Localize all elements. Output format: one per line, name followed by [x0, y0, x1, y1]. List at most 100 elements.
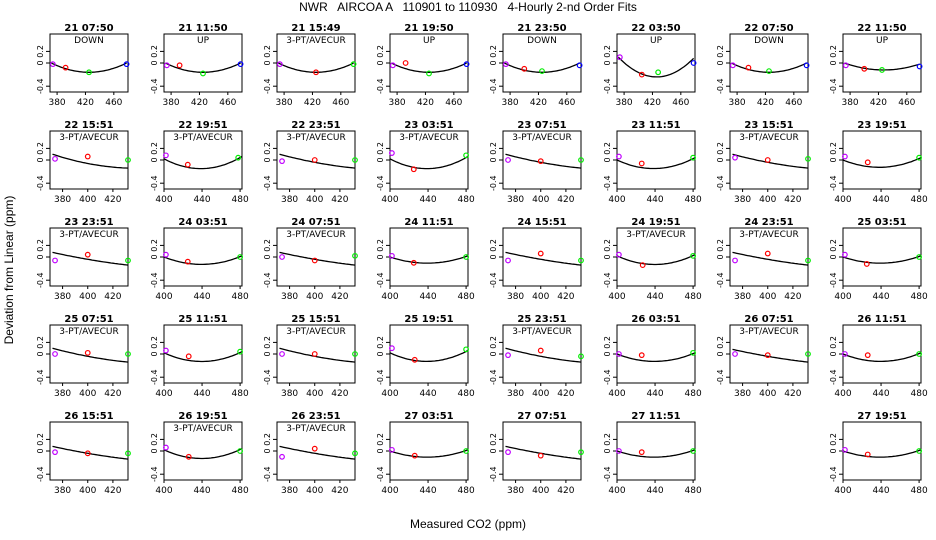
- panel-frame: [163, 227, 243, 287]
- data-point: [62, 64, 69, 71]
- panel-subtitle: 3-PT/AVECUR: [59, 230, 118, 240]
- x-tick-label: 400: [79, 195, 96, 205]
- data-point: [389, 62, 396, 69]
- panel-subtitle: 3-PT/AVECUR: [739, 327, 798, 337]
- panel-frame: [389, 324, 469, 384]
- x-tick-label: 380: [388, 98, 405, 108]
- fit-curve: [278, 62, 354, 73]
- x-tick-label: 440: [193, 292, 210, 302]
- data-point: [426, 70, 432, 77]
- panel-title: 21 23:50: [517, 23, 566, 34]
- chart-panel: 21 07:50 DOWN -0.4 0 0.2 380 420 460: [36, 23, 130, 108]
- y-tick-label: -0.4: [716, 175, 725, 191]
- fit-curve: [165, 62, 241, 73]
- fit-curve: [391, 62, 467, 73]
- y-tick-label: 0: [376, 448, 385, 453]
- data-point: [411, 356, 418, 363]
- data-point: [352, 157, 358, 163]
- y-tick-label: 0.2: [376, 336, 385, 349]
- panel-subtitle: DOWN: [754, 36, 784, 46]
- x-tick-label: 400: [759, 389, 776, 399]
- data-point: [410, 259, 417, 266]
- x-tick-label: 400: [532, 195, 549, 205]
- panel-title: 26 19:51: [178, 411, 227, 422]
- x-tick-label: 480: [685, 292, 702, 302]
- chart-panel: 22 03:50 UP -0.4 0 0.2 380 420 460: [603, 23, 697, 108]
- x-tick-label: 440: [193, 389, 210, 399]
- data-point: [729, 62, 736, 69]
- x-tick-label: 380: [54, 486, 71, 496]
- y-tick-label: 0: [36, 351, 45, 356]
- data-point: [863, 261, 870, 267]
- x-axis-label: Measured CO2 (ppm): [409, 517, 527, 531]
- data-point: [123, 61, 130, 68]
- y-tick-label: 0: [376, 254, 385, 259]
- data-point: [463, 61, 470, 68]
- panel-title: 22 23:51: [291, 120, 340, 131]
- x-tick-label: 400: [306, 389, 323, 399]
- x-tick-label: 380: [734, 389, 751, 399]
- fit-curve: [279, 251, 356, 266]
- x-tick-label: 420: [191, 98, 208, 108]
- fit-curve: [279, 153, 356, 169]
- chart-panel: 22 07:50 DOWN -0.4 0 0.2 380 420 460: [716, 23, 810, 108]
- data-point: [576, 62, 583, 69]
- chart-title: NWR AIRCOA A 110901 to 110930 4-Hourly 2…: [299, 0, 637, 14]
- panel-subtitle: 3-PT/AVECUR: [59, 327, 118, 337]
- y-tick-label: 0.2: [603, 45, 612, 58]
- y-tick-label: -0.4: [603, 369, 612, 385]
- chart-panel: 26 11:51 -0.4 0 0.2 400 440 480: [829, 314, 928, 399]
- y-tick-label: -0.4: [376, 175, 385, 191]
- data-point: [732, 351, 738, 357]
- y-tick-label: 0.2: [150, 433, 159, 446]
- y-tick-label: 0: [263, 157, 272, 162]
- panel-title: 22 11:50: [857, 23, 906, 34]
- data-point: [352, 450, 358, 457]
- data-point: [916, 351, 922, 357]
- panel-title: 27 11:51: [631, 411, 680, 422]
- x-tick-label: 480: [911, 486, 928, 496]
- y-axis-label: Deviation from Linear (ppm): [2, 195, 16, 345]
- panel-title: 26 11:51: [857, 314, 906, 325]
- fit-curve: [616, 449, 696, 458]
- x-tick-label: 420: [757, 98, 774, 108]
- y-tick-label: -0.4: [716, 369, 725, 385]
- data-point: [690, 349, 696, 356]
- y-tick-label: -0.4: [603, 466, 612, 482]
- y-tick-label: 0: [263, 254, 272, 259]
- x-tick-label: 480: [458, 292, 475, 302]
- chart-panel: 24 03:51 -0.4 0 0.2 400 440 480: [150, 217, 249, 302]
- panel-subtitle: 3-PT/AVECUR: [739, 133, 798, 143]
- panel-subtitle: 3-PT/AVECUR: [626, 230, 685, 240]
- data-point: [690, 252, 696, 259]
- data-point: [616, 448, 622, 454]
- chart-panel: 22 23:51 3-PT/AVECUR -0.4 0 0.2 380 400 420: [263, 120, 358, 205]
- x-tick-label: 380: [281, 292, 298, 302]
- x-tick-label: 420: [557, 389, 574, 399]
- y-tick-label: 0.2: [716, 142, 725, 155]
- data-point: [638, 71, 645, 78]
- panel-subtitle: 3-PT/AVECUR: [286, 424, 345, 434]
- chart-panel: 24 11:51 -0.4 0 0.2 400 440 480: [376, 217, 475, 302]
- fit-curve: [163, 155, 243, 170]
- chart-panel: 21 15:49 3-PT/AVECUR -0.4 0 0.2 380 420 460: [263, 23, 357, 108]
- x-tick-label: 440: [419, 195, 436, 205]
- x-tick-label: 420: [870, 98, 887, 108]
- y-tick-label: -0.4: [150, 78, 159, 94]
- x-tick-label: 420: [557, 195, 574, 205]
- y-tick-label: 0: [829, 60, 838, 65]
- x-tick-label: 400: [155, 389, 172, 399]
- panel-title: 24 03:51: [178, 217, 227, 228]
- x-tick-label: 420: [304, 98, 321, 108]
- y-tick-label: 0.2: [603, 142, 612, 155]
- y-tick-label: 0: [489, 254, 498, 259]
- x-tick-label: 400: [532, 486, 549, 496]
- data-point: [690, 448, 696, 454]
- x-tick-label: 440: [419, 389, 436, 399]
- y-tick-label: -0.4: [489, 78, 498, 94]
- data-point: [237, 348, 243, 355]
- panel-title: 23 03:51: [404, 120, 453, 131]
- x-tick-label: 460: [785, 98, 802, 108]
- data-point: [805, 155, 811, 162]
- y-tick-label: -0.4: [150, 272, 159, 288]
